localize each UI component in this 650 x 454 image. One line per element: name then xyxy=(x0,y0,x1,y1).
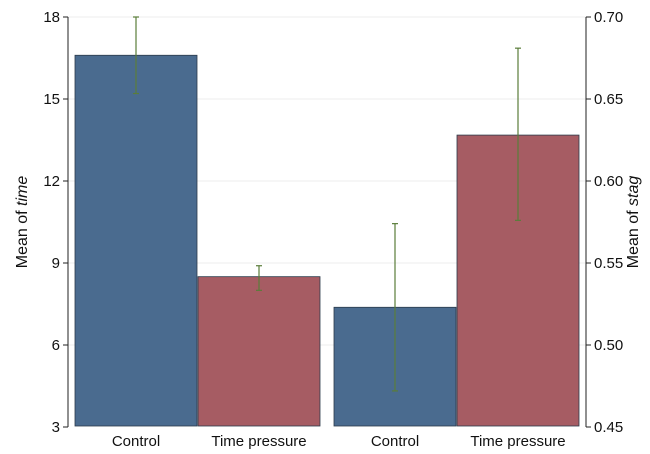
left-tick-label: 3 xyxy=(52,419,60,436)
category-labels: Control Time pressure Control Time pressure xyxy=(112,433,566,450)
left-axis-title: Mean of time xyxy=(14,176,31,269)
left-tick-label: 9 xyxy=(52,255,60,272)
left-tick-label: 18 xyxy=(43,9,60,26)
right-tick-label: 0.65 xyxy=(594,91,623,108)
bar-left-0 xyxy=(74,54,198,427)
left-axis-ticks: 3 6 9 12 15 18 xyxy=(43,9,68,436)
bars xyxy=(74,54,580,427)
category-label: Time pressure xyxy=(470,433,565,450)
right-tick-label: 0.50 xyxy=(594,337,623,354)
category-label: Control xyxy=(371,433,419,450)
category-label: Time pressure xyxy=(211,433,306,450)
right-tick-label: 0.60 xyxy=(594,173,623,190)
left-tick-label: 15 xyxy=(43,91,60,108)
bar-left-1 xyxy=(197,276,321,427)
right-tick-label: 0.70 xyxy=(594,9,623,26)
bar-right-1 xyxy=(456,134,580,427)
error-bars xyxy=(133,16,521,392)
category-label: Control xyxy=(112,433,160,450)
right-tick-label: 0.45 xyxy=(594,419,623,436)
left-tick-label: 12 xyxy=(43,173,60,190)
right-tick-label: 0.55 xyxy=(594,255,623,272)
right-axis-ticks: 0.45 0.50 0.55 0.60 0.65 0.70 xyxy=(586,9,623,436)
right-axis-title: Mean of stag xyxy=(625,176,642,269)
left-tick-label: 6 xyxy=(52,337,60,354)
